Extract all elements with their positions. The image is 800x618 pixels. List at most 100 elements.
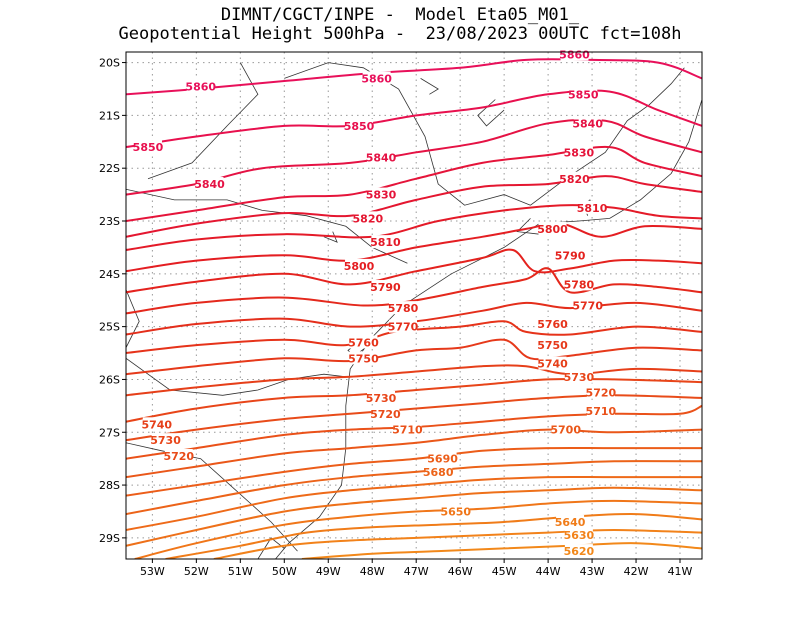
- contour-label-bg: [569, 87, 598, 101]
- title-line-2: Geopotential Height 500hPa - 23/08/2023 …: [118, 24, 682, 44]
- contour-label-bg: [556, 515, 585, 529]
- tick-label-lat: 29S: [99, 532, 120, 545]
- contour-label-bg: [564, 145, 593, 159]
- contour-label-5780: 5780: [564, 278, 595, 291]
- contour-line-5680: [126, 460, 702, 516]
- contour-label-bg: [578, 200, 607, 214]
- title-line-1: DIMNT/CGCT/INPE - Model Eta05_M01_: [220, 5, 580, 25]
- contour-line-5800: [126, 222, 702, 273]
- contour-label-bg: [164, 449, 193, 463]
- contour-label-bg: [586, 385, 615, 399]
- tick-label-lat: 27S: [99, 426, 120, 439]
- contour-line-5780: [126, 267, 702, 315]
- contour-line-5860: [126, 58, 702, 96]
- contour-label-bg: [560, 47, 589, 61]
- contour-label-bg: [345, 118, 374, 132]
- contour-line-5640: [165, 513, 702, 559]
- contour-line-5750: [126, 338, 702, 376]
- contour-label-5620: 5620: [564, 545, 595, 558]
- contour-label-bg: [389, 301, 418, 315]
- contour-label-bg: [371, 406, 400, 420]
- contour-label-5730: 5730: [366, 392, 397, 405]
- coastline-segment: [126, 357, 346, 396]
- contour-label-bg: [560, 171, 589, 185]
- contour-label-5830: 5830: [564, 146, 595, 159]
- contour-label-5740: 5740: [537, 358, 568, 371]
- axis-ticks: 53W 52W 51W 50W 49W 48W 47W 46W 45W 44W 43W 42W 41W 2…: [99, 57, 693, 578]
- tick-label-lon: 49W: [316, 565, 341, 578]
- tick-label-lon: 43W: [580, 565, 605, 578]
- tick-label-lat: 21S: [99, 109, 120, 122]
- contour-label-5630: 5630: [564, 529, 595, 542]
- contour-label-bg: [195, 177, 224, 191]
- coastline-segment: [126, 442, 298, 552]
- contour-line-5650: [134, 499, 702, 559]
- contour-label-5860: 5860: [559, 49, 590, 62]
- contour-line-5690: [126, 446, 702, 497]
- coastline-segment: [275, 99, 702, 559]
- contour-label-bg: [573, 116, 602, 130]
- contour-label-5640: 5640: [555, 516, 586, 529]
- map-frame: [125, 51, 703, 560]
- contour-label-bg: [353, 211, 382, 225]
- tick-label-lon: 44W: [536, 565, 561, 578]
- tick-label-lat: 22S: [99, 162, 120, 175]
- tick-label-lon: 52W: [184, 565, 209, 578]
- contour-label-bg: [367, 187, 396, 201]
- contour-label-5750: 5750: [348, 352, 379, 365]
- tick-label-lat: 25S: [99, 321, 120, 334]
- coastline-segment: [420, 78, 439, 95]
- contour-label-5780: 5780: [388, 302, 419, 315]
- contour-label-bg: [371, 235, 400, 249]
- tick-label-lat: 23S: [99, 215, 120, 228]
- tick-label-lon: 51W: [228, 565, 253, 578]
- contour-line-5790: [126, 248, 702, 294]
- contour-label-5680: 5680: [423, 466, 454, 479]
- contour-line-5660: [126, 486, 702, 547]
- contour-label-5810: 5810: [370, 236, 401, 249]
- contour-label-bg: [538, 221, 567, 235]
- contour-label-bg: [538, 356, 567, 370]
- contour-label-5810: 5810: [577, 202, 608, 215]
- contour-label-5790: 5790: [370, 281, 401, 294]
- contour-label-bg: [367, 390, 396, 404]
- contour-label-bg: [564, 544, 593, 558]
- contour-label-5750: 5750: [537, 339, 568, 352]
- contour-label-bg: [133, 140, 162, 154]
- contour-label-bg: [345, 258, 374, 272]
- contour-label-5840: 5840: [194, 178, 225, 191]
- contour-label-5820: 5820: [559, 173, 590, 186]
- contour-label-5720: 5720: [370, 408, 401, 421]
- contour-label-5720: 5720: [586, 387, 617, 400]
- contour-label-5800: 5800: [537, 223, 568, 236]
- contour-label-bg: [349, 351, 378, 365]
- contour-label-bg: [573, 298, 602, 312]
- tick-label-lat: 24S: [99, 268, 120, 281]
- contour-label-5710: 5710: [392, 424, 423, 437]
- contour-line-5840: [126, 118, 702, 196]
- tick-label-lon: 45W: [492, 565, 517, 578]
- contour-label-bg: [441, 504, 470, 518]
- figure-title: DIMNT/CGCT/INPE - Model Eta05_M01_ Geopo…: [0, 6, 800, 44]
- contour-label-5650: 5650: [440, 505, 471, 518]
- contour-line-5820: [126, 175, 702, 238]
- coastline-segment: [126, 289, 140, 348]
- contour-label-5770: 5770: [388, 321, 419, 334]
- contour-labels: 5860 5860 5860 5850 5850 5850 5840 5840 5840 5830…: [133, 47, 617, 558]
- contour-label-5840: 5840: [572, 117, 603, 130]
- coastline-segment: [516, 218, 540, 235]
- contour-label-5790: 5790: [555, 249, 586, 262]
- contour-line-5620: [301, 542, 702, 559]
- contour-label-bg: [586, 404, 615, 418]
- contour-label-bg: [142, 417, 171, 431]
- contour-label-5840: 5840: [366, 152, 397, 165]
- coastline-segment: [284, 62, 531, 206]
- contour-label-5720: 5720: [163, 450, 194, 463]
- contour-label-bg: [564, 369, 593, 383]
- contour-line-5770: [126, 301, 702, 336]
- coastline-segment: [257, 537, 285, 559]
- contour-label-5700: 5700: [550, 424, 581, 437]
- contour-label-bg: [362, 71, 391, 85]
- contour-label-bg: [564, 528, 593, 542]
- contour-label-bg: [389, 319, 418, 333]
